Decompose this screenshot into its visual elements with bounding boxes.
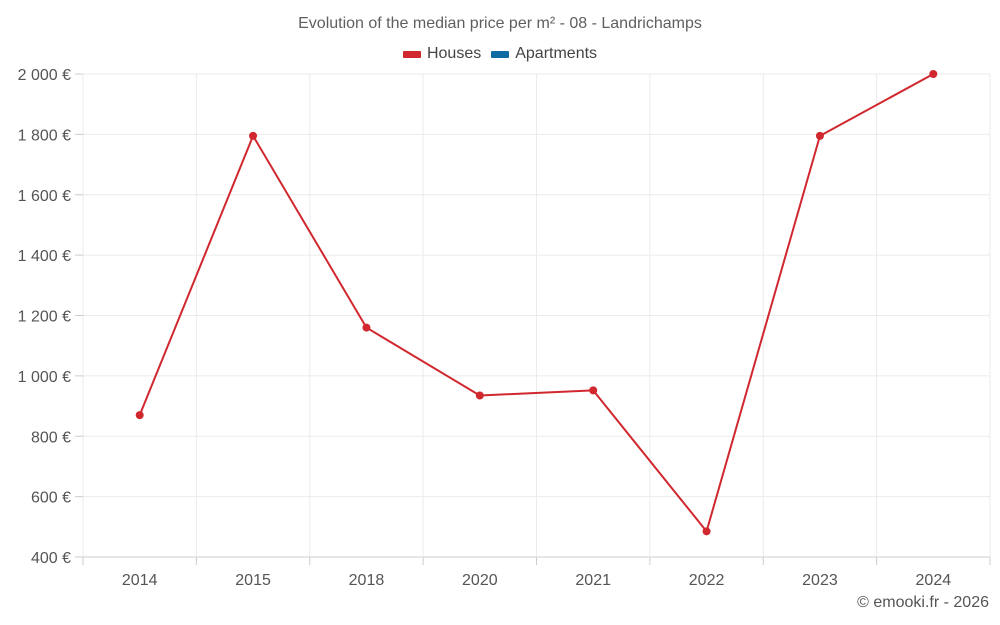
- x-tick-label: 2023: [802, 572, 838, 589]
- legend: Houses Apartments: [0, 45, 1000, 63]
- y-tick-label: 800 €: [31, 429, 71, 446]
- data-point-houses[interactable]: [249, 131, 258, 140]
- grid: [82, 73, 991, 558]
- y-tick-label: 1 200 €: [18, 309, 71, 326]
- y-tick-label: 1 000 €: [18, 369, 71, 386]
- copyright-text: © emooki.fr - 2026: [857, 594, 989, 611]
- data-point-houses[interactable]: [929, 70, 938, 78]
- y-tick-label: 600 €: [31, 490, 71, 507]
- legend-label-houses: Houses: [426, 45, 482, 62]
- y-tick-label: 400 €: [31, 550, 71, 567]
- x-tick-label: 2015: [235, 572, 271, 589]
- data-point-houses[interactable]: [135, 411, 144, 420]
- axes: 400 € 600 € 800 € 1 000 € 1 200 € 1 400 € 1 60…: [18, 67, 991, 589]
- x-tick-label: 2021: [575, 572, 611, 589]
- legend-item-houses[interactable]: Houses: [402, 45, 482, 63]
- x-tick-label: 2022: [689, 572, 725, 589]
- data-point-houses[interactable]: [815, 131, 824, 140]
- x-tick-label: 2020: [462, 572, 498, 589]
- legend-swatch-apartments: [491, 50, 510, 58]
- x-tick-label: 2018: [349, 572, 385, 589]
- y-tick-label: 1 800 €: [18, 127, 71, 144]
- data-point-houses[interactable]: [475, 391, 484, 400]
- y-tick-label: 2 000 €: [18, 67, 71, 84]
- x-tick-label: 2014: [122, 572, 158, 589]
- chart-title: Evolution of the median price per m² - 0…: [298, 15, 702, 32]
- data-point-houses[interactable]: [702, 527, 711, 536]
- y-tick-label: 1 600 €: [18, 188, 71, 205]
- series-line-houses: [138, 73, 934, 533]
- y-tick-label: 1 400 €: [18, 248, 71, 265]
- series: [135, 70, 938, 536]
- data-point-houses[interactable]: [589, 386, 598, 395]
- x-tick-label: 2024: [916, 572, 952, 589]
- legend-item-apartments[interactable]: Apartments: [491, 45, 597, 63]
- legend-swatch-houses: [402, 50, 421, 58]
- legend-label-apartments: Apartments: [515, 45, 598, 62]
- data-point-houses[interactable]: [362, 323, 371, 332]
